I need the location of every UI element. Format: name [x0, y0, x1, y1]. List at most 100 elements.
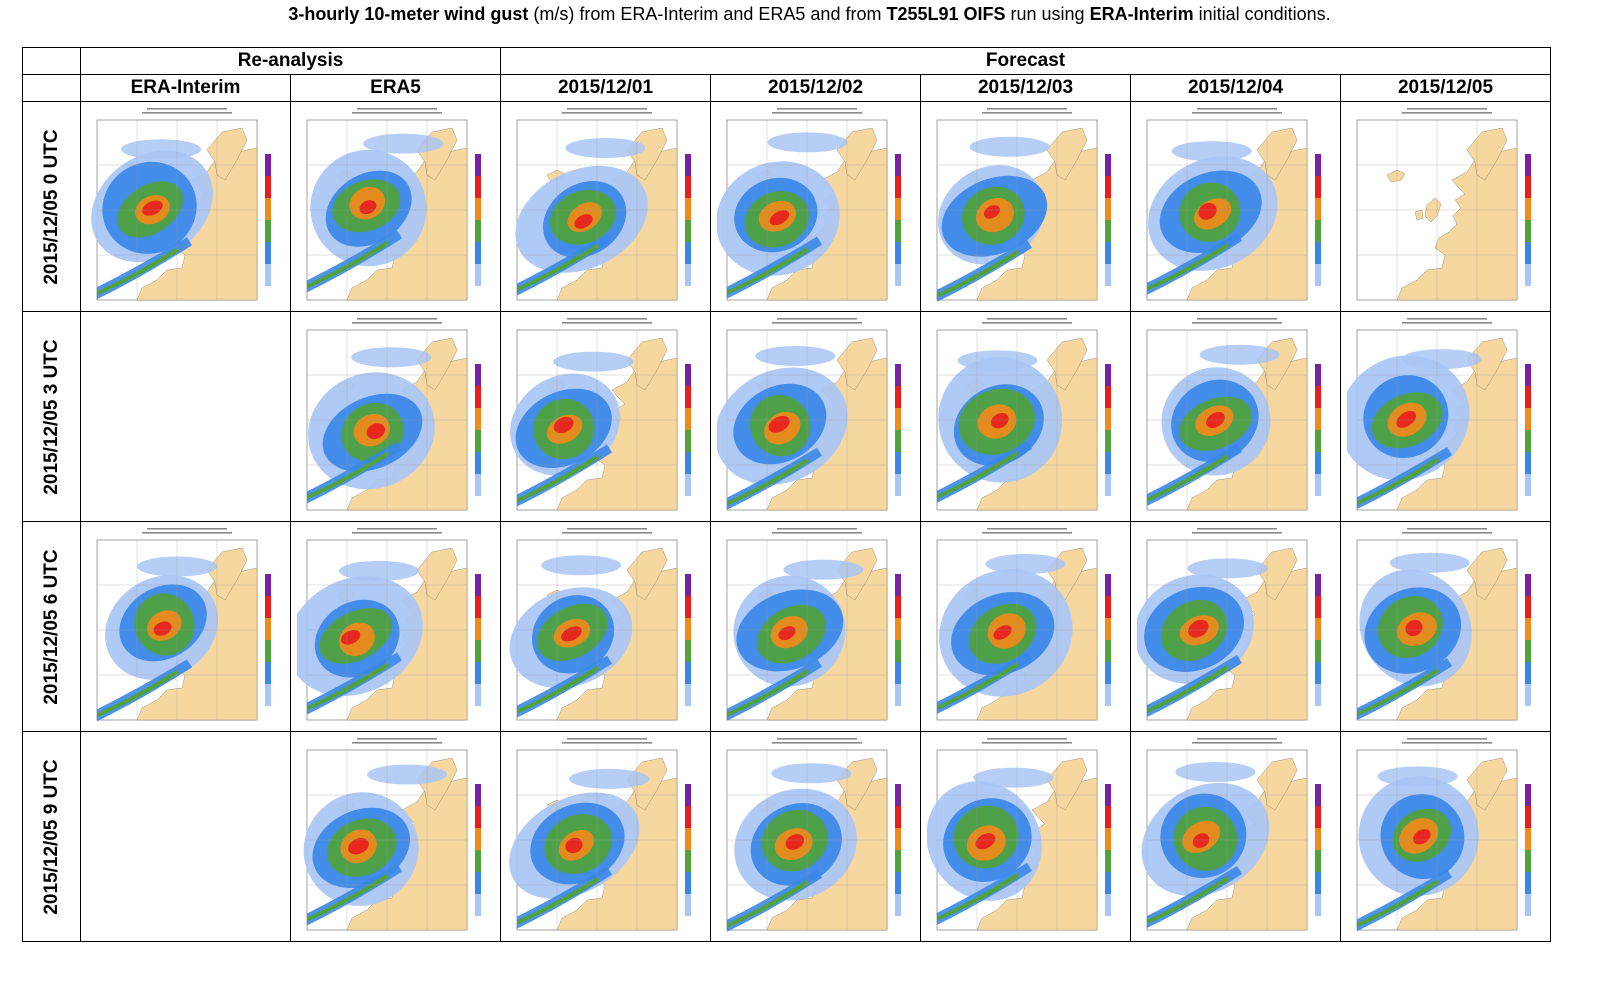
title-text-2: (m/s) from ERA-Interim and ERA5 and from	[528, 4, 887, 24]
wind-gust-map-1-4	[936, 318, 1111, 511]
map-image	[507, 316, 707, 518]
colorbar-segment	[265, 662, 271, 684]
wind-gust-map-0-3	[717, 108, 901, 301]
wind-gust-map-0-2	[515, 108, 691, 301]
gust-band	[769, 210, 790, 226]
map-image	[1347, 736, 1547, 938]
colorbar-segment	[1525, 596, 1531, 618]
gust-band-sw-core	[727, 457, 809, 506]
col-era-interim: ERA-Interim	[80, 74, 291, 102]
colorbar-segment	[685, 452, 691, 474]
map-frame	[726, 749, 888, 932]
map-image	[1347, 316, 1547, 518]
colorbar-segment	[265, 264, 271, 286]
wind-gust-map-1-2	[510, 318, 691, 511]
colorbar-segment	[685, 264, 691, 286]
map-caption-line	[1197, 108, 1277, 110]
map-caption-line	[982, 742, 1072, 744]
colorbar-segment	[265, 198, 271, 220]
gust-band-north	[1389, 552, 1470, 573]
colorbar-segment	[265, 596, 271, 618]
col-forecast-20151202: 2015/12/02	[710, 74, 921, 102]
map-caption-line	[1197, 528, 1277, 530]
map-caption-line	[772, 322, 862, 324]
colorbar-segment	[1105, 850, 1111, 872]
map-caption-line	[1407, 738, 1487, 740]
map-panel	[710, 521, 921, 732]
colorbar-segment	[685, 574, 691, 596]
colorbar-segment	[1525, 850, 1531, 872]
colorbar-segment	[1315, 684, 1321, 706]
gust-band-north	[363, 133, 444, 154]
row-label-cell: 2015/12/05 3 UTC	[22, 311, 81, 522]
colorbar-segment	[475, 850, 481, 872]
gust-band	[348, 838, 369, 855]
map-caption-line	[567, 528, 647, 530]
colorbar-segment	[1525, 430, 1531, 452]
colorbar-segment	[265, 640, 271, 662]
colorbar-segment	[1105, 198, 1111, 220]
wind-gust-map-0-5	[1146, 108, 1321, 301]
colorbar-segment	[1315, 154, 1321, 176]
colorbar	[1105, 364, 1111, 496]
colorbar-segment	[475, 220, 481, 242]
colorbar-segment	[895, 264, 901, 286]
map-caption-line	[562, 532, 652, 534]
colorbar-segment	[895, 596, 901, 618]
colorbar-segment	[685, 430, 691, 452]
colorbar-segment	[1525, 618, 1531, 640]
map-caption-line	[1402, 112, 1492, 114]
colorbar-segment	[1105, 662, 1111, 684]
colorbar-segment	[265, 574, 271, 596]
colorbar	[1105, 574, 1111, 706]
colorbar-segment	[895, 452, 901, 474]
colorbar-segment	[1315, 850, 1321, 872]
colorbar-segment	[1105, 574, 1111, 596]
colorbar-segment	[1315, 220, 1321, 242]
gust-band-north	[957, 350, 1038, 371]
map-frame	[936, 539, 1098, 721]
map-image	[297, 106, 497, 308]
map-frame	[297, 539, 468, 721]
map-panel	[500, 521, 711, 732]
colorbar-segment	[1525, 198, 1531, 220]
colorbar-segment	[685, 154, 691, 176]
title-text-6: initial conditions.	[1193, 4, 1331, 24]
colorbar-segment	[265, 684, 271, 706]
map-panel	[920, 311, 1131, 522]
gust-band-north	[985, 554, 1066, 575]
gust-band-north	[121, 139, 202, 160]
map-rows: 2015/12/05 0 UTC 2015/12/05 3 UTC 2015/12/…	[22, 101, 1551, 942]
colorbar-segment	[475, 242, 481, 264]
gust-band	[778, 626, 796, 641]
colorbar-segment	[685, 684, 691, 706]
map-panel	[920, 521, 1131, 732]
map-panel	[710, 311, 921, 522]
gust-band-sw-core	[1357, 879, 1439, 928]
colorbar-segment	[685, 806, 691, 828]
colorbar-segment	[475, 894, 481, 916]
map-panel	[710, 731, 921, 942]
map-caption-line	[147, 528, 227, 530]
map-image	[1137, 526, 1337, 728]
map-caption-line	[777, 528, 857, 530]
map-caption-line	[562, 322, 652, 324]
map-frame	[1356, 539, 1518, 721]
map-frame	[1146, 119, 1308, 301]
row-label: 2015/12/05 6 UTC	[40, 548, 62, 705]
map-caption-line	[352, 322, 442, 324]
gust-band-north	[339, 560, 420, 581]
map-panel	[290, 311, 501, 522]
colorbar-segment	[685, 364, 691, 386]
colorbar-segment	[1315, 264, 1321, 286]
colorbar-segment	[475, 618, 481, 640]
map-panel	[920, 731, 1131, 942]
colorbar-segment	[1525, 684, 1531, 706]
colorbar	[1315, 574, 1321, 706]
colorbar-segment	[1105, 364, 1111, 386]
colorbar-segment	[1525, 154, 1531, 176]
map-caption-line	[982, 322, 1072, 324]
col-forecast-20151203: 2015/12/03	[920, 74, 1131, 102]
map-frame	[303, 749, 468, 931]
colorbar-segment	[1105, 784, 1111, 806]
